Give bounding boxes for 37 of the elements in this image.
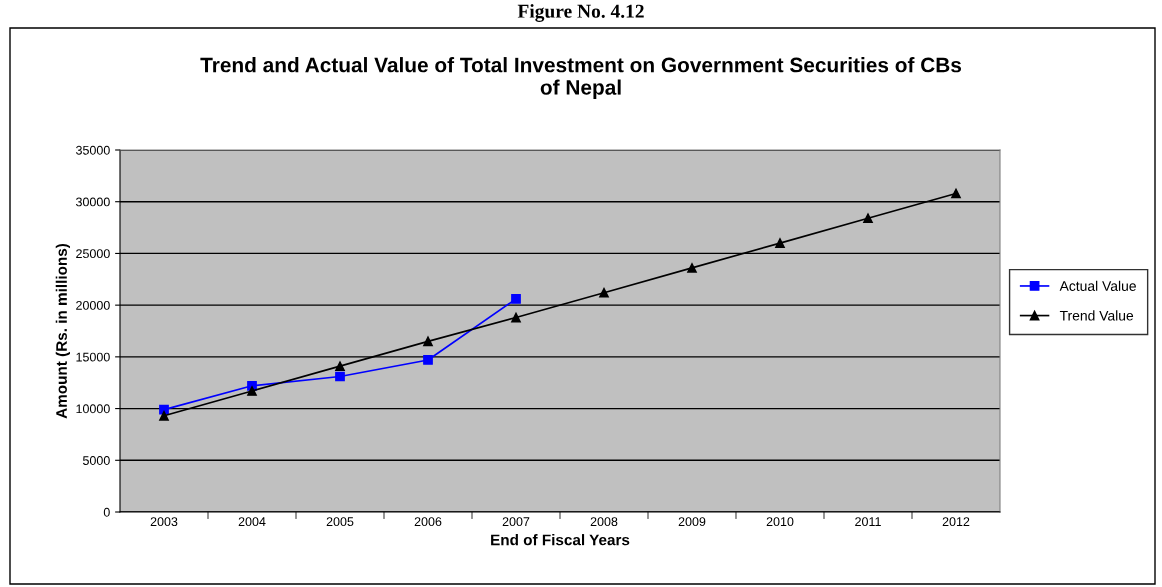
x-tick-label: 2010 — [766, 517, 794, 527]
legend-label: Actual Value — [1059, 280, 1136, 291]
x-tick-label: 2006 — [414, 517, 442, 527]
y-tick-label: 5000 — [82, 456, 110, 465]
x-tick-label: 2011 — [855, 517, 881, 527]
point — [335, 371, 345, 382]
y-tick-label: 35000 — [76, 145, 110, 155]
point — [863, 213, 873, 224]
x-tick-label: 2005 — [326, 517, 354, 527]
point — [599, 287, 609, 298]
x-tick-label: 2008 — [590, 517, 618, 527]
point — [335, 361, 345, 372]
y-tick-label: 25000 — [76, 249, 110, 259]
point — [423, 336, 433, 347]
point — [951, 188, 961, 199]
x-axis-title: End of Fiscal Years — [491, 534, 630, 546]
point — [511, 312, 521, 323]
y-tick-label: 10000 — [76, 404, 110, 414]
point — [687, 263, 697, 273]
x-tick-label: 2009 — [678, 517, 706, 527]
x-tick-label: 2007 — [502, 517, 530, 527]
point — [423, 355, 433, 365]
x-tick-label: 2003 — [150, 517, 178, 527]
y-tick-label: 15000 — [76, 352, 110, 362]
y-tick-label: 0 — [103, 507, 110, 517]
point — [511, 294, 521, 304]
point — [775, 238, 785, 248]
x-tick-label: 2004 — [238, 517, 266, 527]
text: Figure No. 4.12 — [517, 4, 644, 22]
y-tick-label: 20000 — [76, 300, 110, 310]
legend-label: Trend Value — [1059, 310, 1134, 321]
chart-title: Trend and Actual Value of Total Investment on Government Securities of CBs of Nepal — [200, 57, 962, 99]
point — [159, 410, 169, 421]
point — [247, 386, 257, 396]
y-tick-label: 30000 — [76, 197, 110, 207]
x-tick-label: 2012 — [942, 517, 970, 527]
y-axis-title: Amount (Rs. in millions) — [55, 243, 70, 419]
